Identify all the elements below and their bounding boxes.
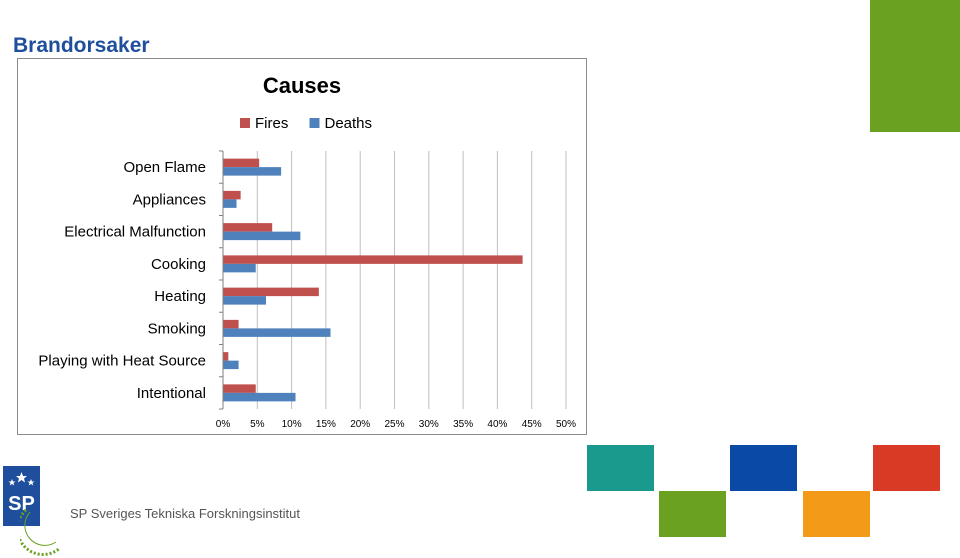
footer-org-name: SP Sveriges Tekniska Forskningsinstitut [70,506,301,521]
bar-deaths-4 [223,296,267,305]
category-label: Cooking [151,256,206,273]
legend-swatch-fires [240,118,250,128]
x-tick-label: 0% [216,419,231,430]
chart-title: Causes [263,73,341,98]
category-label: Playing with Heat Source [38,353,206,370]
causes-bar-chart: Causes Fires Deaths Open Flame Appliances E… [38,73,576,430]
bar-fires-4 [223,287,319,297]
bar-fires-6 [223,352,229,361]
x-tick-label: 10% [282,419,302,430]
green-corner-square [870,0,960,132]
x-tick-label: 50% [556,419,576,430]
green-square [659,491,726,537]
category-label: Heating [154,288,206,305]
bar-deaths-6 [223,360,239,370]
bar-deaths-7 [223,392,296,402]
bar-fires-2 [223,223,273,232]
bar-deaths-2 [223,231,301,241]
orange-square [803,491,870,537]
bar-fires-1 [223,190,241,200]
x-tick-labels: 0% 5% 10% 15% 20% 25% 30% 35% 40% 45% 50% [216,419,576,430]
bar-fires-7 [223,384,256,393]
x-tick-label: 30% [419,419,439,430]
x-tick-label: 45% [522,419,542,430]
chart-frame: Causes Fires Deaths Open Flame Appliances E… [17,58,587,435]
legend-label-deaths: Deaths [325,115,373,132]
red-square [873,445,940,491]
category-label: Intentional [137,385,206,402]
sp-logo-letters: SP [8,493,35,515]
category-label: Appliances [133,191,206,208]
category-label: Open Flame [123,159,206,176]
bar-fires-0 [223,158,260,168]
category-label: Electrical Malfunction [64,224,206,241]
sp-logo-mark: SP [8,472,35,515]
legend-label-fires: Fires [255,115,288,132]
bar-deaths-0 [223,167,282,176]
category-label: Smoking [148,320,206,337]
bar-deaths-5 [223,328,331,337]
bar-deaths-3 [223,263,256,273]
bar-fires-5 [223,319,239,329]
chart-bars [223,158,523,402]
bar-fires-3 [223,255,523,264]
category-labels: Open Flame Appliances Electrical Malfuncti… [38,159,206,402]
bar-deaths-1 [223,199,237,208]
science-partner-seal [20,508,61,556]
chart-gridlines [219,150,567,410]
x-tick-label: 15% [316,419,336,430]
x-tick-label: 25% [384,419,404,430]
slide-title: Brandorsaker [13,34,150,57]
blue-square [730,445,797,491]
chart-legend: Fires Deaths [240,115,372,132]
sp-logo: SP [3,466,40,526]
x-tick-label: 20% [350,419,370,430]
x-tick-label: 40% [487,419,507,430]
teal-square [587,445,654,491]
x-tick-label: 5% [250,419,265,430]
x-tick-label: 35% [453,419,473,430]
legend-swatch-deaths [309,118,320,128]
